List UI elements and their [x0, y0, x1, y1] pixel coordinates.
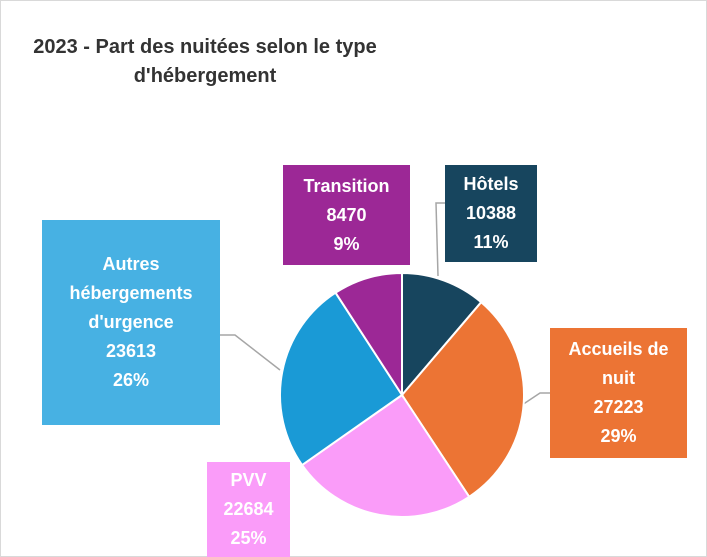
- leader-line: [220, 334, 281, 371]
- label-value: 22684: [223, 499, 274, 519]
- label-percent: 26%: [112, 370, 150, 390]
- label-value: 27223: [593, 397, 644, 417]
- label-value: 23613: [105, 341, 157, 361]
- label-value: 8470: [326, 204, 367, 225]
- data-label: PVV 22684 25%: [207, 462, 290, 557]
- data-label: Hôtels 10388 11%: [445, 165, 537, 262]
- label-percent: 9%: [333, 233, 360, 254]
- label-category: Hôtels: [463, 174, 519, 194]
- label-category: PVV: [230, 470, 267, 490]
- leader-line: [521, 392, 550, 406]
- data-label: Accueils de nuit 27223 29%: [550, 328, 687, 458]
- data-label: Transition 8470 9%: [283, 165, 410, 265]
- pie-slice: [279, 291, 404, 467]
- pie-slice: [334, 271, 403, 399]
- label-percent: 11%: [473, 232, 509, 252]
- data-label: Autres hébergements d'urgence 23613 26%: [42, 220, 220, 425]
- label-category: Autres hébergements d'urgence: [69, 254, 193, 332]
- label-category: Transition: [303, 175, 390, 196]
- pie-slice: [300, 393, 471, 518]
- label-percent: 25%: [230, 528, 267, 548]
- label-percent: 29%: [600, 426, 637, 446]
- chart-title: 2023 - Part des nuitées selon le type d'…: [33, 36, 377, 87]
- pie-slice: [401, 271, 483, 398]
- leader-line: [435, 202, 445, 277]
- pie-slice: [400, 300, 525, 499]
- label-category: Accueils de nuit: [568, 339, 669, 388]
- label-value: 10388: [465, 203, 517, 223]
